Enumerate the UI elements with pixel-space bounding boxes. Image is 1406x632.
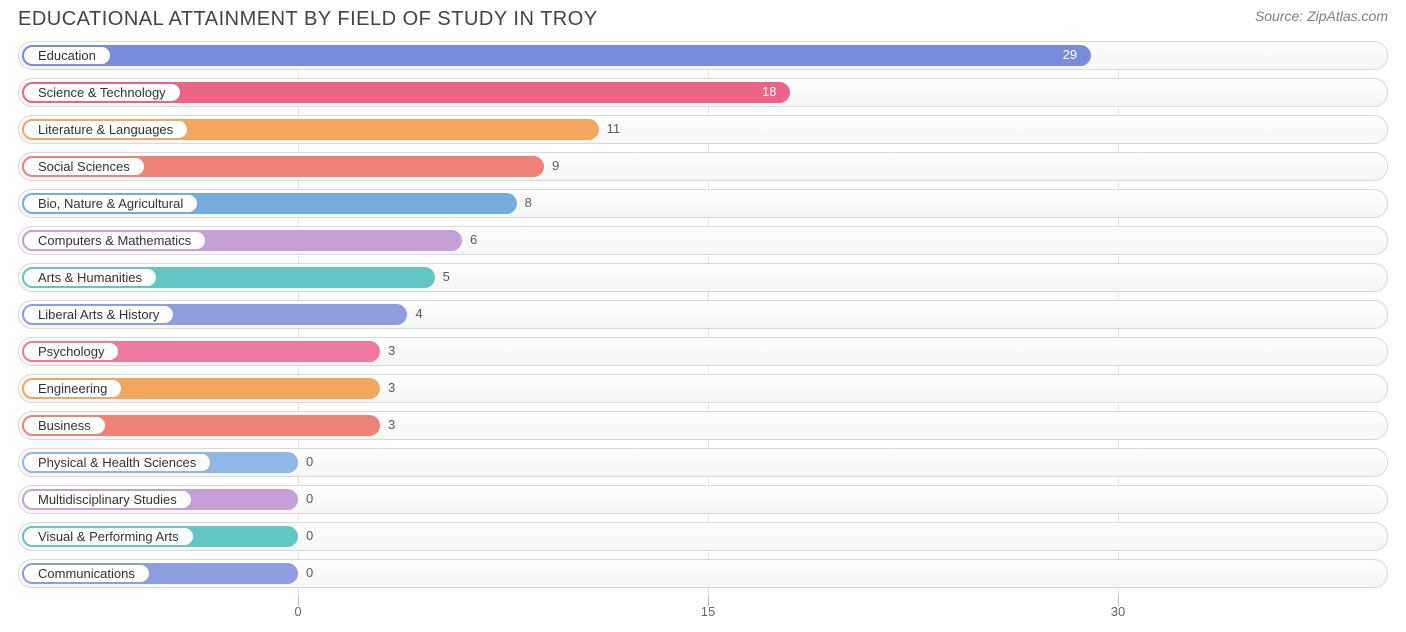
value-label: 0 — [306, 565, 313, 580]
chart-area: Education 29 Science & Technology 18 Literat… — [0, 35, 1406, 588]
value-label: 0 — [306, 528, 313, 543]
bar-row: Psychology 3 — [18, 337, 1388, 366]
value-label: 3 — [388, 417, 395, 432]
bar-row: Social Sciences 9 — [18, 152, 1388, 181]
value-label: 11 — [607, 121, 621, 136]
bar-row: Business 3 — [18, 411, 1388, 440]
value-label: 6 — [470, 232, 477, 247]
bar-row: Engineering 3 — [18, 374, 1388, 403]
bar-row: Communications 0 — [18, 559, 1388, 588]
axis-tick-label: 15 — [701, 604, 715, 619]
category-label: Education — [22, 45, 112, 66]
bar-row: Science & Technology 18 — [18, 78, 1388, 107]
category-label: Business — [22, 415, 107, 436]
value-label: 3 — [388, 343, 395, 358]
value-label: 5 — [443, 269, 450, 284]
axis-tick-label: 0 — [294, 604, 301, 619]
category-label: Computers & Mathematics — [22, 230, 207, 251]
category-label: Bio, Nature & Agricultural — [22, 193, 199, 214]
category-label: Visual & Performing Arts — [22, 526, 195, 547]
bar-row: Liberal Arts & History 4 — [18, 300, 1388, 329]
axis-tick-label: 30 — [1111, 604, 1125, 619]
bar-row: Computers & Mathematics 6 — [18, 226, 1388, 255]
bar-row: Bio, Nature & Agricultural 8 — [18, 189, 1388, 218]
value-label: 29 — [1063, 47, 1378, 62]
chart-source: Source: ZipAtlas.com — [1255, 8, 1388, 24]
category-label: Multidisciplinary Studies — [22, 489, 193, 510]
bar-row: Education 29 — [18, 41, 1388, 70]
bar-row: Multidisciplinary Studies 0 — [18, 485, 1388, 514]
chart-title: EDUCATIONAL ATTAINMENT BY FIELD OF STUDY… — [18, 8, 598, 31]
bar-row: Visual & Performing Arts 0 — [18, 522, 1388, 551]
category-label: Social Sciences — [22, 156, 146, 177]
x-axis: 0 15 30 — [18, 596, 1388, 626]
category-label: Arts & Humanities — [22, 267, 158, 288]
value-label: 3 — [388, 380, 395, 395]
value-label: 9 — [552, 158, 559, 173]
bar-fill — [22, 45, 1091, 66]
category-label: Physical & Health Sciences — [22, 452, 212, 473]
category-label: Communications — [22, 563, 151, 584]
value-label: 18 — [762, 84, 1378, 99]
category-label: Engineering — [22, 378, 123, 399]
bar-row: Arts & Humanities 5 — [18, 263, 1388, 292]
category-label: Liberal Arts & History — [22, 304, 175, 325]
value-label: 0 — [306, 454, 313, 469]
value-label: 8 — [525, 195, 532, 210]
category-label: Literature & Languages — [22, 119, 189, 140]
value-label: 0 — [306, 491, 313, 506]
bar-row: Literature & Languages 11 — [18, 115, 1388, 144]
bar-row: Physical & Health Sciences 0 — [18, 448, 1388, 477]
category-label: Science & Technology — [22, 82, 182, 103]
chart-header: EDUCATIONAL ATTAINMENT BY FIELD OF STUDY… — [0, 0, 1406, 35]
category-label: Psychology — [22, 341, 120, 362]
value-label: 4 — [415, 306, 422, 321]
